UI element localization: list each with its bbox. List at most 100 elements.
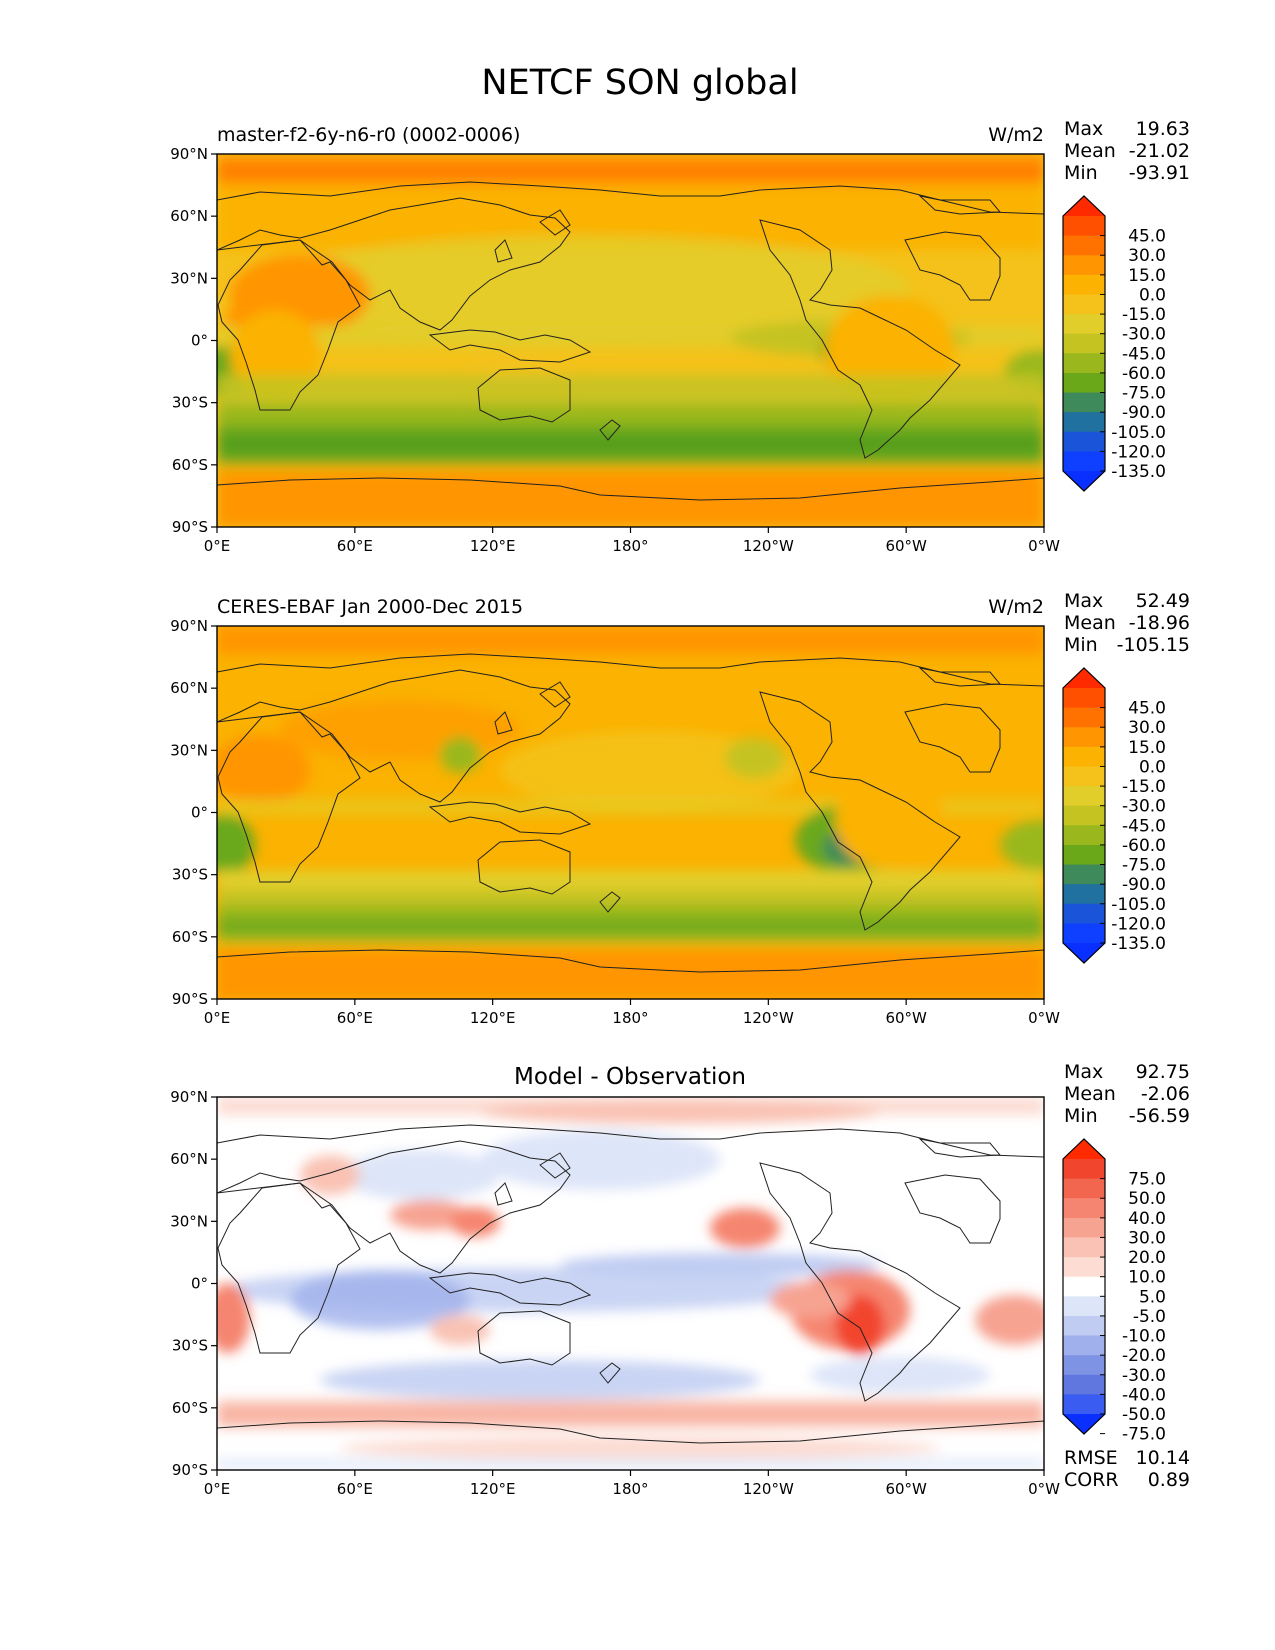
lon-tick-label: 60°W [885, 1009, 927, 1027]
colorbar-label: -90.0 [1122, 875, 1166, 895]
colorbar-label: -75.0 [1122, 856, 1166, 876]
metric-label-rmse: RMSE [1064, 1447, 1118, 1469]
stat-value-mean: -21.02 [1129, 140, 1190, 162]
colorbar-label: 15.0 [1128, 266, 1166, 286]
stat-label-min: Min [1064, 634, 1098, 656]
colorbar-label: 40.0 [1128, 1209, 1166, 1229]
colorbar-label: 75.0 [1128, 1170, 1166, 1190]
colorbar-label: -90.0 [1122, 403, 1166, 423]
lat-tick-label: 60°N [170, 207, 208, 225]
colorbar-label: -30.0 [1122, 325, 1166, 345]
colorbar-label: -30.0 [1122, 797, 1166, 817]
lon-tick-label: 120°W [743, 1009, 794, 1027]
lon-tick-label: 60°E [337, 1009, 373, 1027]
colorbar-segment [1063, 1374, 1105, 1395]
colorbar-segment [1063, 1394, 1105, 1415]
lat-tick-label: 90°S [172, 518, 208, 536]
colorbar-label: -5.0 [1133, 1307, 1166, 1327]
colorbar-segment [1063, 372, 1105, 394]
lat-tick-label: 0° [191, 1275, 208, 1293]
colorbar-segment [1063, 923, 1105, 944]
colorbar-label: -30.0 [1122, 1366, 1166, 1386]
lon-axis: 0°E 60°E 120°E 180° 120°W 60°W 0°W [204, 1470, 1060, 1498]
colorbar-label: -15.0 [1122, 777, 1166, 797]
panel-obs-left-title: CERES-EBAF Jan 2000-Dec 2015 [217, 596, 523, 618]
lon-tick-label: 0°E [204, 1009, 231, 1027]
lon-tick-label: 180° [612, 1480, 648, 1498]
colorbar-label: 10.0 [1128, 1268, 1166, 1288]
lon-tick-label: 0°E [204, 1480, 231, 1498]
colorbar-label: 45.0 [1128, 227, 1166, 247]
lon-tick-label: 60°W [885, 1480, 927, 1498]
colorbar-segment [1063, 294, 1105, 315]
colorbar-label: -135.0 [1111, 934, 1166, 954]
lat-tick-label: 90°S [172, 990, 208, 1008]
stat-value-mean: -2.06 [1141, 1083, 1190, 1105]
lat-tick-label: 30°N [170, 269, 208, 287]
colorbar-segment [1063, 1198, 1105, 1219]
lon-tick-label: 0°E [204, 537, 231, 555]
colorbar-segment [1063, 353, 1105, 374]
colorbar-segment [1063, 1159, 1105, 1180]
lat-tick-label: 30°N [170, 1212, 208, 1230]
lat-tick-label: 90°S [172, 1461, 208, 1479]
colorbar-segment [1063, 805, 1105, 826]
lon-tick-label: 120°E [470, 1009, 516, 1027]
colorbar-extend-bottom [1063, 1414, 1105, 1434]
lat-tick-label: 30°N [170, 741, 208, 759]
metric-value-corr: 0.89 [1148, 1469, 1190, 1491]
stat-value-mean: -18.96 [1129, 612, 1190, 634]
colorbar-label: -20.0 [1122, 1346, 1166, 1366]
lon-tick-label: 60°E [337, 1480, 373, 1498]
colorbar-segment [1063, 746, 1105, 767]
colorbar-label: 0.0 [1139, 757, 1166, 777]
coastlines [217, 1124, 1044, 1444]
panel-model-left-title: master-f2-6y-n6-r0 (0002-0006) [217, 124, 520, 146]
colorbar-label: -40.0 [1122, 1385, 1166, 1405]
colorbar-segment [1063, 412, 1105, 433]
stat-label-mean: Mean [1064, 140, 1116, 162]
colorbar-segment [1063, 1217, 1105, 1238]
colorbar-label: 45.0 [1128, 699, 1166, 719]
stat-value-max: 19.63 [1136, 118, 1190, 140]
colorbar-segment [1063, 1257, 1105, 1278]
colorbar-label: -10.0 [1122, 1327, 1166, 1347]
lon-tick-label: 180° [612, 537, 648, 555]
stat-label-max: Max [1064, 590, 1103, 612]
lat-tick-label: 0° [191, 332, 208, 350]
lon-axis: 0°E 60°E 120°E 180° 120°W 60°W 0°W [204, 999, 1060, 1027]
colorbar-segment [1063, 1355, 1105, 1376]
lat-axis: 90°N 60°N 30°N 0° 30°S 60°S 90°S [170, 1088, 217, 1479]
colorbar-extend-top [1063, 1139, 1105, 1159]
colorbar-segment [1063, 392, 1105, 413]
lon-tick-label: 0°W [1028, 1480, 1060, 1498]
colorbar-extend-top [1063, 196, 1105, 216]
colorbar-segment [1063, 844, 1105, 866]
colorbar-segment [1063, 1178, 1105, 1199]
colorbar-segment [1063, 786, 1105, 807]
lat-tick-label: 60°S [172, 1399, 208, 1417]
colorbar-label: -60.0 [1122, 364, 1166, 384]
colorbar-label: 0.0 [1139, 285, 1166, 305]
panel-model-map [217, 154, 1044, 527]
colorbar-label: 50.0 [1128, 1189, 1166, 1209]
colorbar-segment [1063, 333, 1105, 354]
lon-axis: 0°E 60°E 120°E 180° 120°W 60°W 0°W [204, 527, 1060, 555]
coastlines [217, 653, 1044, 973]
metric-label-corr: CORR [1064, 1469, 1119, 1491]
lon-tick-label: 180° [612, 1009, 648, 1027]
colorbar-label: 5.0 [1139, 1287, 1166, 1307]
stats: Max 52.49 Mean -18.96 Min -105.15 [1064, 590, 1190, 656]
stat-value-min: -105.15 [1117, 634, 1190, 656]
panel-diff-map [217, 1097, 1044, 1470]
colorbar-segment [1063, 431, 1105, 452]
colorbar-segment [1063, 216, 1105, 237]
figure-title: NETCF SON global [481, 63, 798, 103]
metric-value-rmse: 10.14 [1136, 1447, 1190, 1469]
colorbar-extend-bottom [1063, 471, 1105, 491]
panel-model: master-f2-6y-n6-r0 (0002-0006) W/m2 [170, 118, 1190, 555]
colorbar-segment [1063, 235, 1105, 256]
colorbar-segment [1063, 274, 1105, 295]
colorbar-segment [1063, 825, 1105, 846]
